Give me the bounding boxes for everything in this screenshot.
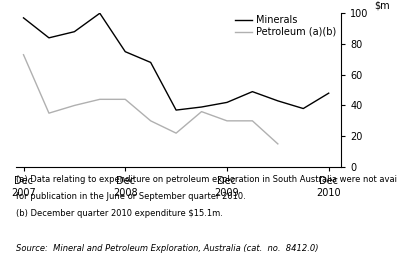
Minerals (123, 50, 127, 53)
Minerals (301, 107, 306, 110)
Text: (a) Data relating to expenditure on petroleum exploration in South Australia wer: (a) Data relating to expenditure on petr… (16, 175, 397, 184)
Petroleum (a)(b) (123, 98, 127, 101)
Minerals (72, 30, 77, 33)
Line: Petroleum (a)(b): Petroleum (a)(b) (23, 55, 278, 144)
Petroleum (a)(b) (276, 142, 280, 145)
Petroleum (a)(b) (46, 112, 51, 115)
Minerals (276, 99, 280, 103)
Minerals (199, 105, 204, 109)
Minerals (174, 108, 179, 112)
Petroleum (a)(b) (148, 119, 153, 122)
Minerals (326, 92, 331, 95)
Text: for publication in the June or September quarter 2010.: for publication in the June or September… (16, 192, 246, 201)
Text: Source:  Mineral and Petroleum Exploration, Australia (cat.  no.  8412.0): Source: Mineral and Petroleum Exploratio… (16, 244, 318, 253)
Line: Minerals: Minerals (23, 13, 329, 110)
Petroleum (a)(b) (21, 53, 26, 56)
Petroleum (a)(b) (225, 119, 229, 122)
Petroleum (a)(b) (72, 104, 77, 107)
Petroleum (a)(b) (250, 119, 255, 122)
Text: (b) December quarter 2010 expenditure $15.1m.: (b) December quarter 2010 expenditure $1… (16, 209, 223, 218)
Text: $m: $m (374, 0, 389, 10)
Petroleum (a)(b) (199, 110, 204, 113)
Minerals (97, 12, 102, 15)
Minerals (21, 16, 26, 19)
Minerals (46, 36, 51, 39)
Minerals (250, 90, 255, 93)
Minerals (225, 101, 229, 104)
Legend: Minerals, Petroleum (a)(b): Minerals, Petroleum (a)(b) (235, 15, 337, 37)
Minerals (148, 61, 153, 64)
Petroleum (a)(b) (174, 131, 179, 135)
Petroleum (a)(b) (97, 98, 102, 101)
